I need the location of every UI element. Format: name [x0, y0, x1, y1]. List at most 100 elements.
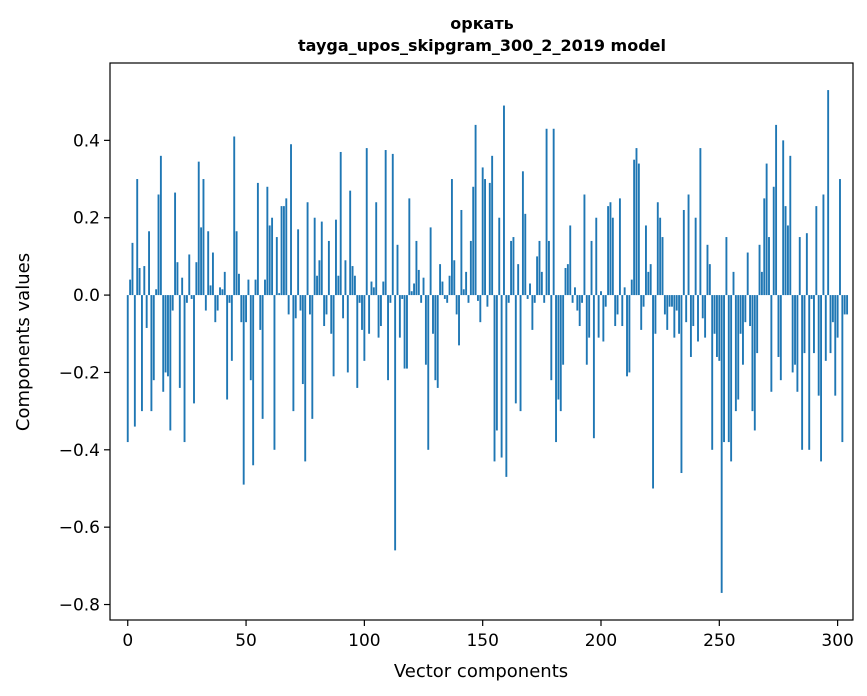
- bar-193: [583, 194, 586, 296]
- bar-293: [820, 295, 822, 462]
- bar-125: [422, 277, 425, 296]
- bar-69: [290, 144, 292, 296]
- bar-173: [536, 256, 539, 296]
- bar-202: [604, 295, 607, 307]
- bar-24: [183, 295, 186, 443]
- bar-78: [311, 295, 314, 419]
- bar-166: [519, 295, 522, 412]
- bar-210: [623, 287, 626, 296]
- bar-134: [443, 295, 446, 299]
- bar-283: [796, 295, 799, 392]
- bar-30: [197, 161, 200, 296]
- bar-82: [320, 221, 323, 296]
- bar-124: [420, 295, 423, 303]
- bar-109: [384, 150, 387, 296]
- x-axis-label: Vector components: [394, 661, 568, 682]
- bar-57: [261, 295, 264, 419]
- bar-81: [318, 260, 321, 296]
- bar-33: [204, 295, 207, 311]
- x-tick-label: 150: [466, 631, 498, 651]
- bar-32: [202, 179, 205, 296]
- bar-191: [578, 295, 581, 327]
- bar-263: [749, 295, 752, 327]
- bar-58: [264, 279, 266, 296]
- y-tick-label: −0.2: [59, 363, 100, 383]
- bar-27: [190, 295, 193, 299]
- bar-51: [247, 279, 250, 296]
- bar-150: [481, 167, 484, 296]
- bar-89: [337, 275, 340, 296]
- bar-2: [131, 242, 134, 296]
- bar-185: [564, 268, 567, 296]
- bar-271: [768, 237, 770, 296]
- bar-55: [256, 182, 259, 296]
- bar-64: [278, 293, 281, 296]
- bar-259: [739, 295, 742, 334]
- x-axis-ticks: 0 50 100 150 200 250 300: [122, 620, 854, 651]
- bar-179: [550, 295, 553, 381]
- bar-301: [839, 179, 841, 296]
- bar-144: [467, 295, 470, 303]
- bar-171: [531, 295, 534, 330]
- bar-21: [176, 262, 179, 296]
- bar-1: [129, 279, 132, 296]
- bar-190: [576, 295, 579, 311]
- bar-135: [446, 295, 449, 303]
- plot-frame: [109, 62, 854, 621]
- bar-207: [616, 295, 619, 315]
- bar-273: [772, 186, 775, 296]
- bar-226: [661, 237, 664, 296]
- bar-232: [675, 295, 678, 311]
- bar-229: [668, 295, 671, 307]
- bar-183: [559, 295, 562, 412]
- bar-84: [325, 295, 328, 315]
- bar-146: [472, 186, 475, 296]
- bar-168: [524, 213, 527, 296]
- bar-93: [346, 295, 349, 373]
- bar-19: [171, 295, 174, 311]
- bar-241: [697, 295, 699, 342]
- bar-215: [635, 148, 638, 296]
- bar-90: [339, 151, 342, 296]
- bar-200: [600, 291, 602, 296]
- bar-107: [379, 295, 382, 327]
- bar-233: [678, 295, 681, 334]
- bar-6: [141, 295, 143, 412]
- bar-195: [588, 295, 591, 338]
- bar-143: [465, 271, 468, 296]
- x-tick-label: 250: [703, 631, 735, 651]
- bar-37: [214, 295, 217, 323]
- bar-225: [659, 217, 662, 296]
- bar-56: [259, 295, 262, 330]
- bar-131: [436, 295, 439, 388]
- bar-76: [306, 202, 309, 296]
- bar-40: [221, 289, 224, 296]
- bar-235: [682, 209, 685, 296]
- bar-199: [597, 295, 600, 338]
- bar-130: [434, 295, 437, 381]
- bar-29: [195, 262, 198, 296]
- bar-92: [344, 260, 347, 296]
- bar-177: [545, 128, 548, 296]
- bar-68: [287, 295, 290, 315]
- bar-246: [708, 264, 711, 296]
- bar-12: [155, 289, 158, 296]
- bar-79: [313, 217, 316, 296]
- bar-110: [387, 295, 389, 381]
- bar-63: [275, 237, 278, 296]
- bar-72: [297, 229, 300, 296]
- bar-85: [327, 240, 330, 296]
- bar-10: [150, 295, 153, 412]
- bar-141: [460, 209, 463, 296]
- bar-145: [469, 240, 472, 296]
- y-axis-label: Components values: [13, 253, 34, 431]
- bar-298: [831, 295, 834, 323]
- bar-214: [633, 159, 636, 296]
- bar-35: [209, 285, 212, 296]
- y-axis-ticks: −0.8 −0.6 −0.4 −0.2 0.0 0.2 0.4: [59, 131, 110, 616]
- bar-119: [408, 198, 411, 296]
- bar-266: [756, 295, 759, 354]
- y-tick-label: −0.6: [59, 518, 100, 538]
- bar-73: [299, 295, 302, 311]
- bar-175: [540, 271, 543, 296]
